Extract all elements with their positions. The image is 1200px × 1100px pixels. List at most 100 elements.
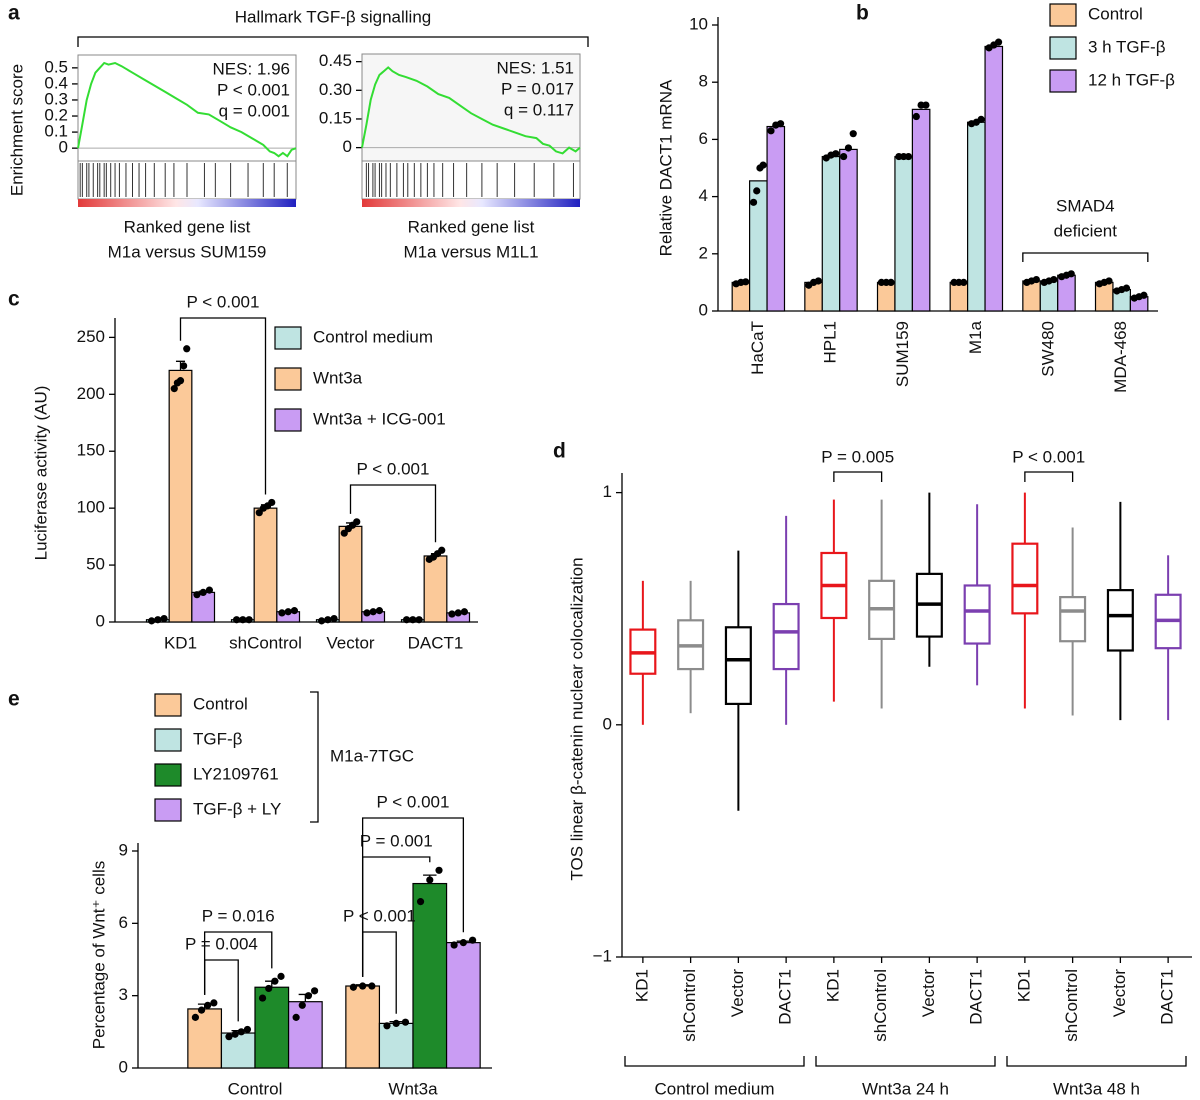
data-point [912, 112, 920, 121]
data-point [392, 1019, 400, 1027]
data-point [383, 1022, 391, 1030]
barcode-area [361, 160, 581, 200]
y-tick-label: 0 [699, 300, 708, 319]
data-point [233, 616, 241, 624]
data-point [767, 127, 775, 135]
data-point [1067, 270, 1075, 278]
panel-label: e [8, 688, 20, 711]
legend-label: TGF-β + LY [193, 799, 281, 818]
box [963, 584, 991, 645]
bar [287, 1001, 323, 1069]
data-point [849, 130, 857, 138]
bar [253, 507, 278, 623]
enrichment-line [77, 61, 297, 158]
data-point [204, 1001, 212, 1009]
legend-swatch [154, 798, 182, 822]
bar [894, 155, 913, 312]
data-point [197, 1006, 206, 1014]
y-tick-label: 0.15 [319, 108, 352, 127]
y-tick-label: 6 [119, 913, 128, 932]
y-tick-label: 4 [699, 186, 708, 205]
data-point [340, 529, 348, 537]
y-tick-label: 150 [77, 441, 105, 460]
data-point [353, 518, 361, 526]
legend-swatch [154, 693, 182, 717]
annotation-bracket [1024, 471, 1074, 482]
data-point [904, 152, 913, 161]
bar [345, 985, 381, 1069]
legend-swatch [1049, 69, 1077, 93]
x-tick-label: DACT1 [776, 969, 795, 1025]
bar [766, 125, 786, 312]
annotation: P = 0.017 [501, 79, 574, 98]
y-tick-label: 1 [603, 482, 612, 501]
box [1011, 542, 1039, 615]
bar [967, 121, 986, 312]
x-tick-label: shControl [871, 969, 890, 1042]
x-tick-label: DACT1 [967, 969, 986, 1025]
legend-label: Control medium [313, 327, 433, 346]
data-point [310, 987, 319, 995]
x-axis-label: Ranked gene list [408, 217, 535, 236]
legend-label: 3 h TGF-β [1088, 37, 1166, 56]
box [772, 602, 800, 671]
data-point [887, 278, 895, 286]
y-tick-label: 100 [77, 498, 105, 517]
data-point [922, 101, 930, 109]
x-tick-label: shControl [680, 969, 699, 1042]
annotation: P < 0.001 [1012, 447, 1085, 466]
legend-label: TGF-β [193, 729, 243, 748]
data-point [1105, 277, 1113, 285]
bar [911, 108, 931, 312]
group-label: Wnt3a 24 h [862, 1079, 949, 1098]
data-point [840, 152, 848, 161]
x-tick-label: shControl [229, 633, 302, 652]
data-point [416, 898, 425, 906]
data-point [994, 38, 1003, 46]
x-tick-label: SW480 [1038, 321, 1057, 377]
y-axis-label: Luciferase activity (AU) [31, 386, 50, 561]
data-point [468, 936, 477, 944]
rank-gradient [362, 199, 580, 207]
data-point [1032, 275, 1040, 284]
data-point [290, 607, 298, 615]
data-point [237, 1028, 245, 1036]
data-point [193, 591, 201, 599]
panel-label: d [553, 440, 566, 463]
x-tick-label: SUM159 [893, 321, 912, 387]
subtitle: M1a versus M1L1 [403, 242, 538, 261]
legend-swatch [1049, 36, 1077, 60]
data-point [448, 610, 456, 618]
annotation: q = 0.001 [219, 101, 290, 120]
legend-label: Control [1088, 4, 1143, 23]
y-tick-label: 50 [86, 555, 105, 574]
annotation: P < 0.001 [343, 906, 416, 925]
box [1059, 595, 1087, 643]
panel-label: a [8, 2, 20, 25]
annotation: P = 0.001 [360, 831, 433, 850]
annotation-bracket [1022, 252, 1149, 262]
y-axis-label: TOS linear β-catenin nuclear colocalizat… [567, 557, 586, 880]
y-tick-label: −1 [593, 946, 612, 965]
x-tick-label: Vector [1110, 969, 1129, 1018]
x-tick-label: DACT1 [408, 633, 464, 652]
annotation-bracket [203, 959, 239, 1022]
panel-label: b [856, 2, 869, 25]
x-tick-label: KD1 [164, 633, 197, 652]
legend-swatch [274, 367, 302, 391]
subtitle: M1a versus SUM159 [108, 242, 267, 261]
bar [949, 281, 969, 312]
legend-swatch [154, 763, 182, 787]
annotation-bracket [833, 471, 883, 482]
bar [423, 555, 448, 623]
annotation-bracket [361, 817, 465, 977]
y-axis-label: Relative DACT1 mRNA [656, 79, 675, 256]
data-point [205, 586, 213, 594]
x-tick-label: Wnt3a [388, 1079, 438, 1098]
group-label: Wnt3a 48 h [1053, 1079, 1140, 1098]
x-tick-label: Vector [919, 969, 938, 1018]
x-tick-label: KD1 [1014, 969, 1033, 1002]
title-bracket [77, 36, 589, 47]
x-tick-label: DACT1 [1158, 969, 1177, 1025]
data-point [960, 278, 968, 286]
